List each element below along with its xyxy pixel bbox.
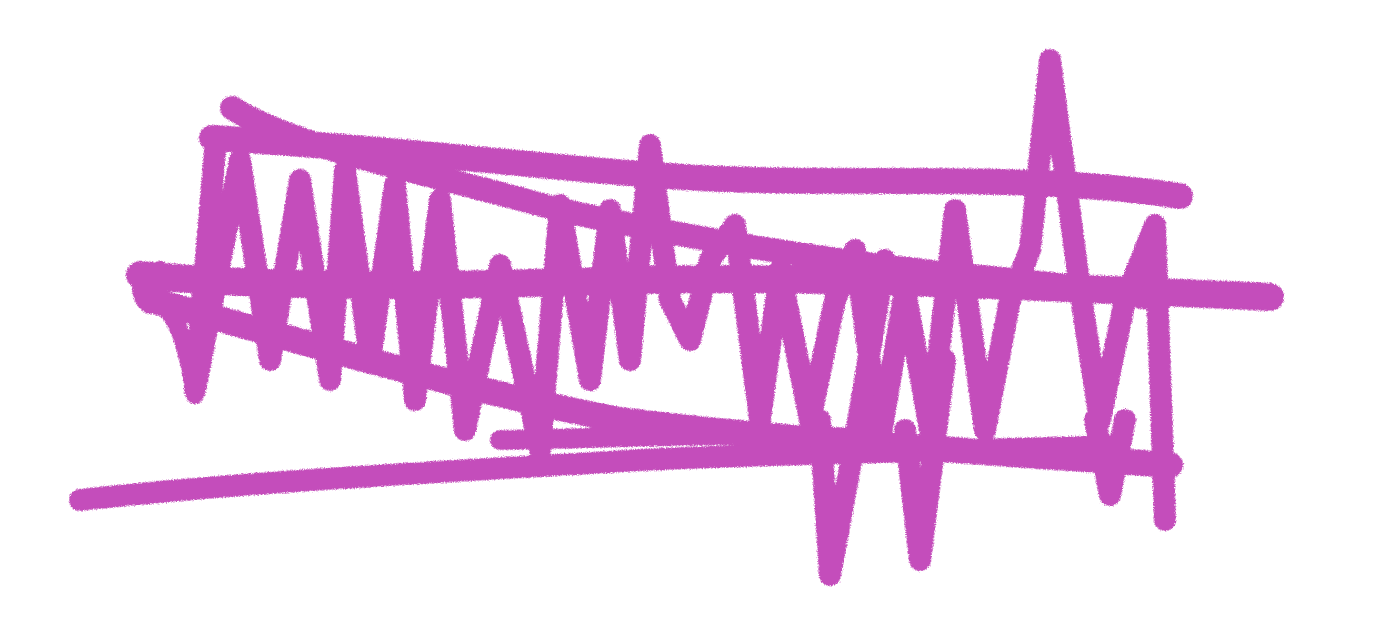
left-hook-stroke — [132, 261, 204, 404]
top-band-stroke — [199, 125, 1193, 209]
lower-loop-stroke — [809, 249, 1136, 586]
connector-stroke — [490, 425, 890, 450]
bottom-sweep-stroke — [69, 435, 1131, 511]
zigzag-stroke — [184, 49, 1176, 531]
